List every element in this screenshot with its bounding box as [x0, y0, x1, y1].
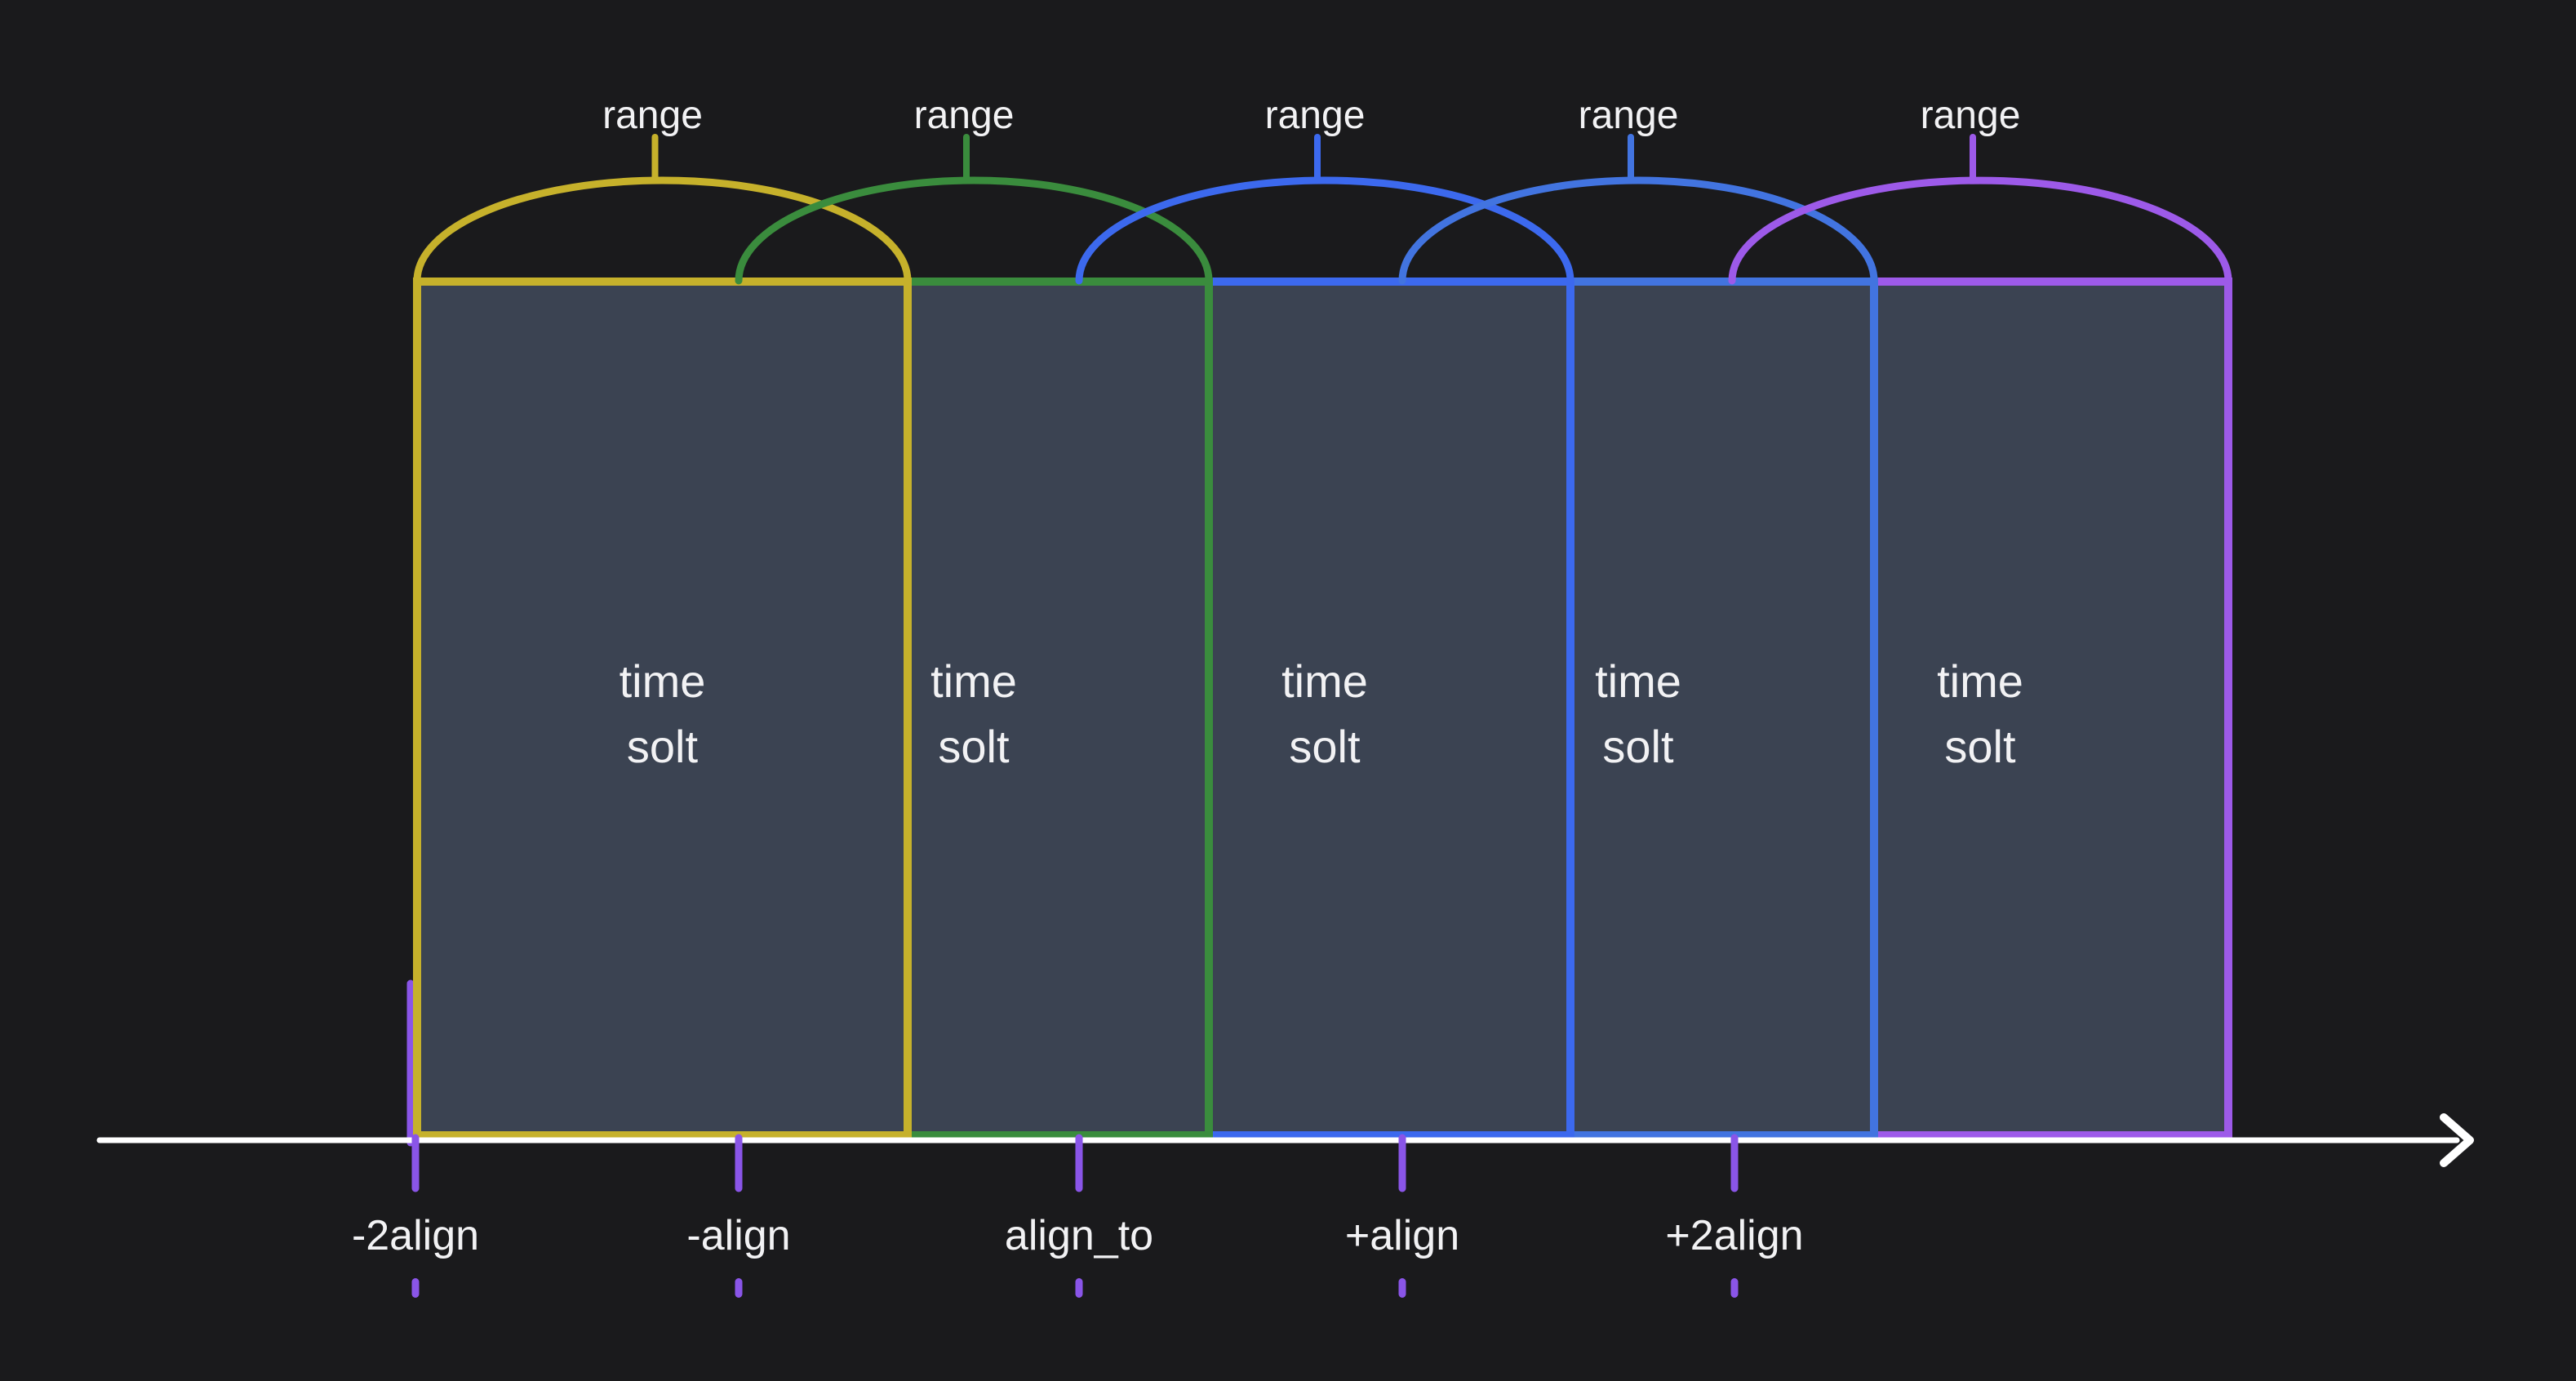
range-arc-4 [1398, 176, 1878, 285]
range-arc-3 [1075, 176, 1574, 285]
time-slot-1 [413, 278, 912, 1139]
time-slot-label-line2: solt [1289, 721, 1361, 772]
axis-label-1: -2align [351, 1212, 480, 1259]
axis-arrowhead-icon [2440, 1113, 2474, 1167]
axis-label-4: +align [1344, 1212, 1460, 1259]
range-label-5: range [1920, 94, 2021, 137]
axis-tick-dash-2 [735, 1278, 743, 1298]
range-arc-5 [1728, 176, 2232, 285]
range-label-4: range [1578, 94, 1679, 137]
axis-tick-dash-1 [411, 1278, 420, 1298]
axis-tick-dash-5 [1730, 1278, 1739, 1298]
time-slot-label-4: time solt [1595, 649, 1681, 779]
axis-tick-dash-3 [1075, 1278, 1083, 1298]
range-arc-1 [413, 176, 912, 285]
time-slot-label-2: time solt [930, 649, 1017, 779]
range-arc-2 [735, 176, 1213, 285]
time-slot-label-line2: solt [1602, 721, 1674, 772]
range-label-3: range [1264, 94, 1366, 137]
time-slot-label-line1: time [1937, 655, 2023, 707]
axis-label-5: +2align [1665, 1212, 1804, 1259]
time-slot-label-5: time solt [1937, 649, 2023, 779]
time-slot-label-line2: solt [938, 721, 1010, 772]
time-slot-label-3: time solt [1281, 649, 1368, 779]
time-slot-2 [904, 278, 1213, 1139]
range-label-2: range [913, 94, 1015, 137]
time-slot-label-line2: solt [1944, 721, 2016, 772]
axis-label-2: -align [686, 1212, 791, 1259]
time-slot-5 [1870, 278, 2232, 1139]
time-slot-label-line1: time [1595, 655, 1681, 707]
time-slot-label-line2: solt [626, 721, 699, 772]
time-slot-label-line1: time [930, 655, 1017, 707]
axis-label-3: align_to [1004, 1212, 1154, 1259]
time-slot-label-line1: time [619, 655, 706, 707]
time-slot-label-line1: time [1281, 655, 1368, 707]
time-slot-label-1: time solt [620, 649, 706, 779]
range-label-1: range [602, 94, 703, 137]
axis-tick-dash-4 [1398, 1278, 1406, 1298]
